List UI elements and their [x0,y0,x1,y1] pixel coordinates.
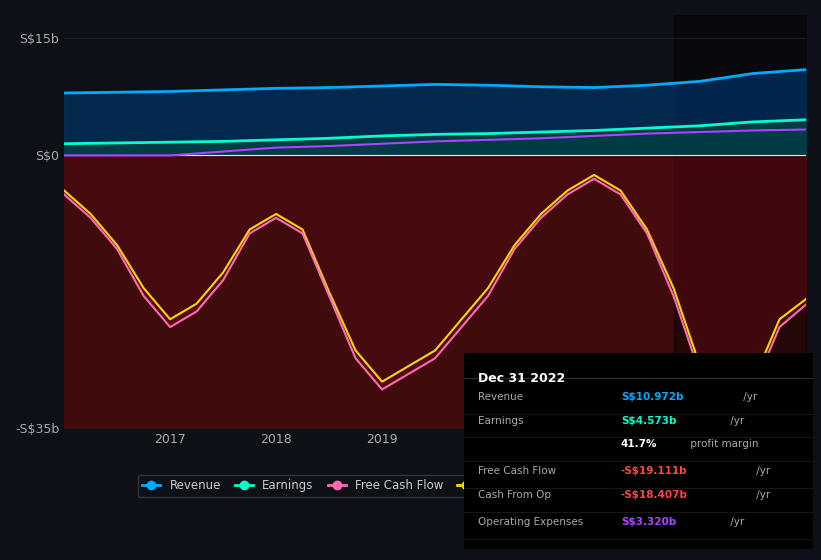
Text: Dec 31 2022: Dec 31 2022 [478,372,565,385]
Text: /yr: /yr [741,392,758,402]
Text: profit margin: profit margin [687,439,759,449]
Text: -S$19.111b: -S$19.111b [621,466,687,477]
Text: /yr: /yr [754,466,771,477]
Text: S$4.573b: S$4.573b [621,416,677,426]
Text: -S$18.407b: -S$18.407b [621,490,688,500]
Text: /yr: /yr [727,517,744,528]
Text: S$10.972b: S$10.972b [621,392,683,402]
Legend: Revenue, Earnings, Free Cash Flow, Cash From Op, Operating Expenses: Revenue, Earnings, Free Cash Flow, Cash … [138,474,732,497]
Text: Revenue: Revenue [478,392,523,402]
Text: 41.7%: 41.7% [621,439,658,449]
Text: Cash From Op: Cash From Op [478,490,551,500]
Text: Free Cash Flow: Free Cash Flow [478,466,556,477]
Text: /yr: /yr [727,416,744,426]
Text: S$3.320b: S$3.320b [621,517,677,528]
Text: Operating Expenses: Operating Expenses [478,517,583,528]
Text: /yr: /yr [754,490,771,500]
Text: Earnings: Earnings [478,416,523,426]
